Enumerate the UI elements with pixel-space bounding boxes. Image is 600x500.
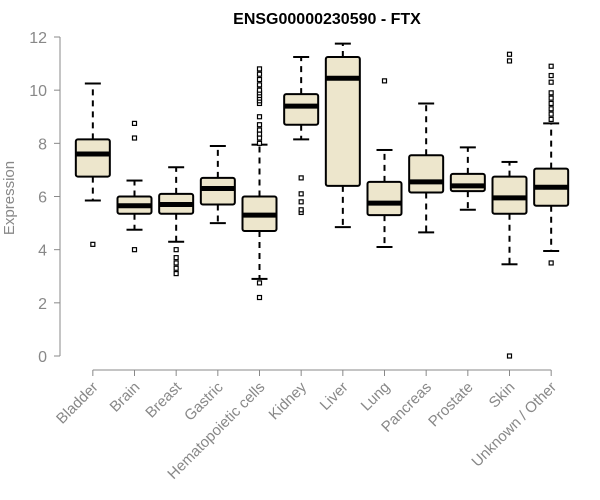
outlier-point [173,270,179,277]
outlier-point [256,122,263,128]
x-tick-label: Liver [317,379,352,414]
y-tick-label: 10 [29,83,47,100]
outlier-point [548,100,554,107]
y-axis-label: Expression [1,161,18,235]
x-tick-label: Breast [142,378,185,421]
outlier-point [256,76,263,83]
boxes [74,42,570,359]
outlier-point [173,260,179,266]
outlier-point [90,241,96,247]
iqr-box [408,154,445,194]
outlier-point [256,71,263,77]
iqr-box [74,138,111,178]
outlier-point [173,265,179,271]
y-tick-label: 8 [38,136,47,153]
iqr-box [324,55,361,187]
y-tick-label: 12 [29,30,47,47]
chart-title: ENSG00000230590 - FTX [233,11,421,28]
box-prostate [449,146,486,211]
box-pancreas [408,102,445,234]
outlier-point [548,79,554,85]
outlier-point [256,140,263,146]
outlier-point [548,106,554,112]
box-bladder [74,82,111,247]
y-tick-label: 6 [38,190,47,207]
outlier-point [256,87,263,93]
outlier-point [548,111,554,117]
outlier-point [548,63,554,69]
outlier-point [173,255,179,261]
outlier-point [298,207,304,213]
outlier-point [131,247,138,253]
x-tick-label: Lung [358,379,394,415]
outlier-point [548,260,554,266]
box-skin [491,51,528,359]
iqr-box [366,180,403,217]
box-liver [324,42,361,229]
x-tick-label: Bladder [53,379,102,428]
box-lung [366,78,403,249]
outlier-point [256,127,263,133]
x-tick-label: Skin [486,379,519,412]
iqr-box [449,172,486,193]
outlier-point [256,66,263,72]
outlier-point [131,135,138,141]
outlier-point [256,280,263,286]
outlier-point [506,58,513,64]
outlier-point [173,247,179,253]
box-breast [158,166,195,277]
outlier-point [298,191,304,197]
outlier-point [381,78,388,84]
y-tick-label: 0 [38,349,47,366]
y-tick-label: 4 [38,243,47,260]
box-unknown-other [533,63,570,266]
outlier-point [298,199,304,205]
box-hematopoietic-cells [241,66,278,301]
outlier-point [256,82,263,88]
x-tick-label: Kidney [266,378,311,423]
outlier-point [506,353,513,359]
outlier-point [256,294,263,301]
outlier-point [131,120,138,126]
outlier-point [548,72,554,79]
outlier-point [506,51,513,57]
x-tick-label: Brain [107,379,144,416]
x-tick-label: Prostate [425,379,477,431]
axes: 0 2 4 6 8 10 12 [29,30,61,366]
outlier-point [256,114,263,120]
outlier-point [298,175,304,181]
outlier-point [548,90,554,96]
box-brain [116,120,153,253]
box-gastric [199,144,236,225]
iqr-box [283,93,320,126]
box-kidney [283,55,320,216]
y-tick-label: 2 [38,296,47,313]
iqr-box [491,175,528,215]
iqr-box [199,176,236,206]
outlier-point [548,95,554,101]
outlier-point [548,116,554,123]
